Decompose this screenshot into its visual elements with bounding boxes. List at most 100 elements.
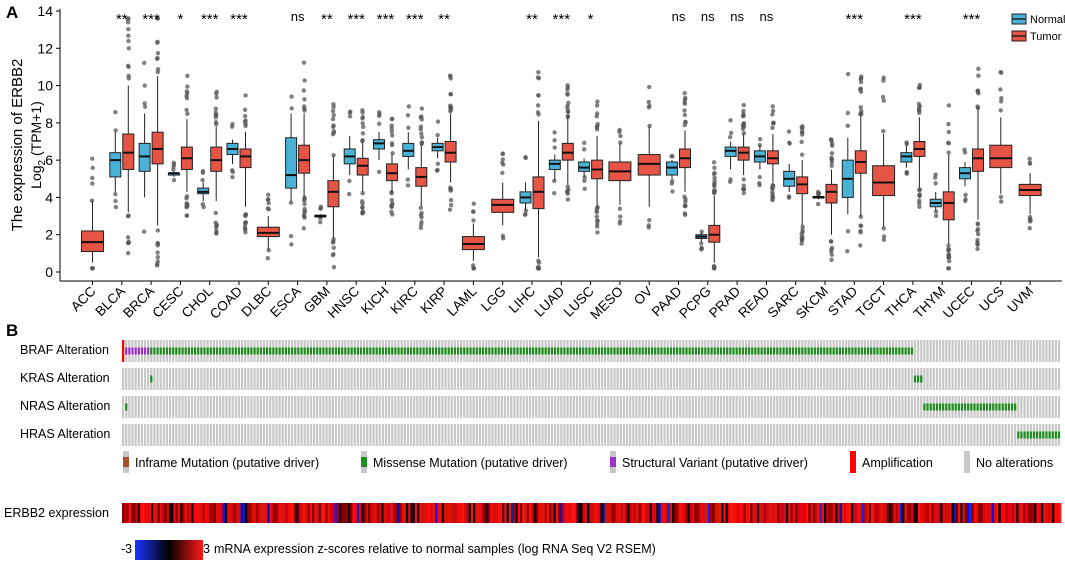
oncoprint-cell [322, 424, 325, 446]
oncoprint-cell [497, 424, 500, 446]
oncoprint-cell [575, 368, 579, 390]
oncoprint-cell [794, 368, 798, 390]
outlier-point [565, 190, 570, 195]
oncoprint-cell [1039, 396, 1042, 418]
mutation-mark [1023, 431, 1026, 439]
outlier-point [647, 123, 652, 129]
mutation-mark [891, 347, 895, 355]
outlier-point [418, 127, 423, 132]
outlier-point [975, 241, 980, 247]
oncoprint-cell [857, 368, 860, 390]
expression-cell [1022, 503, 1026, 523]
oncoprint-cell [888, 424, 892, 446]
mutation-mark [801, 347, 804, 355]
oncoprint-cell [469, 396, 472, 418]
outlier-point [535, 103, 541, 108]
box [942, 191, 955, 221]
oncoprint-cell [219, 424, 222, 446]
expression-cell [638, 503, 642, 523]
expression-cell [450, 503, 454, 523]
expression-cell [569, 503, 572, 523]
outlier-point [699, 241, 704, 246]
expression-cell [953, 503, 957, 523]
oncoprint-cell [234, 368, 237, 390]
mutation-mark [873, 347, 876, 355]
oncoprint-cell [485, 368, 488, 390]
oncoprint-cell [228, 424, 231, 446]
outlier-point [347, 178, 352, 184]
oncoprint-cell [879, 424, 882, 446]
expression-cell [300, 503, 304, 523]
expression-cell [350, 503, 353, 523]
oncoprint-cell [384, 424, 388, 446]
oncoprint-cell [657, 368, 660, 390]
outlier-point [155, 250, 160, 255]
outlier-point [828, 239, 834, 244]
normal-box-gbm [314, 204, 327, 225]
outlier-point [946, 140, 951, 145]
oncoprint-cell [281, 424, 284, 446]
scale-caption: mRNA expression z-scores relative to nor… [214, 542, 656, 556]
oncoprint-cell [810, 424, 813, 446]
expression-cell [922, 503, 926, 523]
oncoprint-cell [729, 368, 732, 390]
expression-cell [1018, 503, 1022, 523]
outlier-point [565, 197, 571, 202]
mutation-mark [798, 347, 801, 355]
outlier-point [318, 204, 324, 209]
expression-cell [571, 503, 575, 523]
oncoprint-cell [672, 424, 676, 446]
tumor-box-chol [210, 89, 223, 236]
expression-cell [133, 503, 136, 523]
oncoprint-cell [413, 396, 416, 418]
mutation-mark [751, 347, 754, 355]
oncoprint-cell [184, 424, 187, 446]
oncoprint-cell [481, 424, 485, 446]
outlier-point [230, 174, 235, 180]
significance-label: ** [526, 11, 538, 28]
oncoprint-cell [582, 424, 585, 446]
oncoprint-cell [535, 424, 538, 446]
oncoprint-cell [316, 368, 319, 390]
mutation-mark [876, 347, 879, 355]
outlier-point [933, 209, 939, 214]
mutation-mark [372, 347, 375, 355]
mutation-mark [234, 347, 237, 355]
outlier-point [536, 258, 541, 263]
legend-normal-label: Normal [1030, 14, 1065, 26]
oncoprint-cell [816, 368, 820, 390]
x-axis: ACCBLCABRCACESCCHOLCOADDLBCESCAGBMHNSCKI… [60, 280, 1062, 322]
oncoprint-cell [1045, 340, 1048, 362]
oncoprint-cell [1007, 424, 1011, 446]
oncoprint-cell [932, 424, 935, 446]
expression-cell [692, 503, 695, 523]
mutation-mark [312, 347, 316, 355]
oncoprint-cell [294, 424, 297, 446]
expression-cell [1000, 503, 1004, 523]
outlier-point [594, 103, 600, 108]
oncoprint-cell [798, 396, 801, 418]
expression-cell [285, 503, 288, 523]
oncoprint-cell [625, 396, 629, 418]
expression-cell [168, 503, 172, 523]
oncoprint-cell [807, 424, 810, 446]
oncoprint-cell [735, 396, 738, 418]
mutation-mark [819, 347, 823, 355]
oncoprint-cell [159, 368, 162, 390]
outlier-point [243, 93, 248, 98]
panel-a-label: A [6, 3, 18, 22]
outlier-point [815, 201, 821, 207]
oncoprint-cell [485, 396, 488, 418]
mutation-mark [200, 347, 203, 355]
oncoprint-cell [926, 424, 929, 446]
oncoprint-cell [247, 424, 250, 446]
oncoprint-cell [1045, 368, 1048, 390]
oncoprint-cell [951, 368, 954, 390]
oncoprint-cell [366, 424, 369, 446]
mutation-mark [366, 347, 369, 355]
oncoprint-cell [629, 396, 632, 418]
outlier-point [90, 266, 95, 271]
x-tick-label: LAML [444, 283, 480, 319]
mutation-mark [688, 347, 691, 355]
oncoprint-cell [488, 396, 491, 418]
